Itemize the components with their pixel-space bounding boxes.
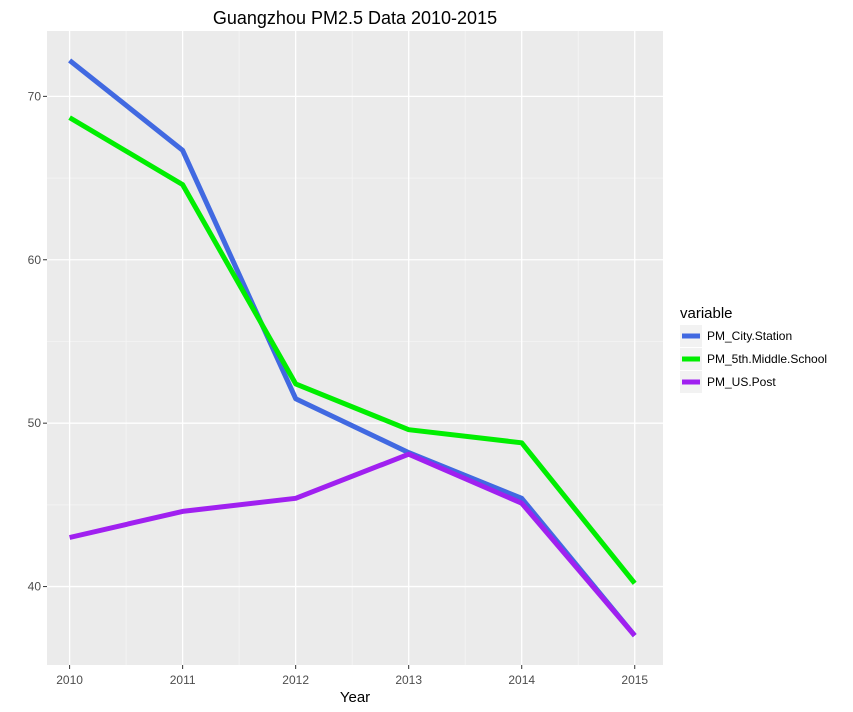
- plot-panel: [47, 31, 663, 665]
- series-line-2: [68, 115, 637, 585]
- x-axis-title: Year: [340, 689, 370, 706]
- y-axis: 40 50 60 70: [28, 89, 47, 594]
- series-lines: [68, 58, 637, 638]
- x-tick-label: 2010: [56, 673, 83, 687]
- x-tick-label: 2013: [395, 673, 422, 687]
- series-line-3: [69, 451, 637, 638]
- y-tick-label: 60: [28, 253, 42, 267]
- grid-minor: [47, 31, 663, 665]
- x-tick-label: 2012: [282, 673, 309, 687]
- y-tick-label: 40: [28, 580, 42, 594]
- grid-major: [47, 31, 663, 665]
- x-axis: 2010 2011 2012 2013 2014 2015: [56, 665, 648, 687]
- y-tick-label: 50: [28, 416, 42, 430]
- series-line-1: [68, 58, 637, 638]
- x-tick-label: 2015: [621, 673, 648, 687]
- legend-title: variable: [680, 305, 733, 322]
- y-tick-label: 70: [28, 89, 42, 103]
- chart-title: Guangzhou PM2.5 Data 2010-2015: [213, 8, 497, 28]
- legend: variable PM_City.Station PM_5th.Middle.Sc…: [680, 305, 827, 393]
- legend-label: PM_City.Station: [707, 329, 792, 343]
- x-tick-label: 2011: [170, 673, 196, 687]
- legend-label: PM_US.Post: [707, 375, 776, 389]
- x-tick-label: 2014: [508, 673, 535, 687]
- legend-label: PM_5th.Middle.School: [707, 352, 827, 366]
